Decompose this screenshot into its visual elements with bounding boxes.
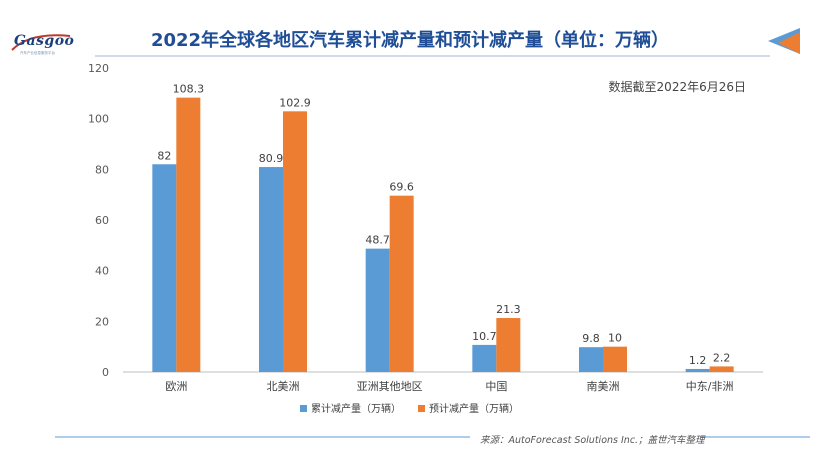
data-label: 10 xyxy=(608,332,622,345)
data-label: 108.3 xyxy=(173,83,205,96)
y-tick-label: 80 xyxy=(95,163,109,176)
bar xyxy=(685,368,710,372)
data-label: 102.9 xyxy=(279,96,311,109)
bar xyxy=(365,248,390,372)
data-label: 9.8 xyxy=(582,332,600,345)
legend-label: 累计减产量（万辆） xyxy=(311,402,401,415)
y-tick-label: 100 xyxy=(88,113,109,126)
data-label: 82 xyxy=(157,149,171,162)
bar xyxy=(259,167,283,372)
data-label: 80.9 xyxy=(259,152,284,165)
bar xyxy=(709,366,734,372)
y-tick-label: 0 xyxy=(102,366,109,379)
x-tick-label: 中国 xyxy=(485,380,507,393)
data-label: 1.2 xyxy=(689,354,707,367)
x-tick-label: 中东/非洲 xyxy=(686,380,734,393)
data-label: 2.2 xyxy=(713,351,731,364)
data-label: 48.7 xyxy=(365,234,390,247)
y-tick-label: 60 xyxy=(95,214,109,227)
bar xyxy=(152,164,177,372)
x-tick-label: 南美洲 xyxy=(587,380,620,393)
legend-swatch xyxy=(300,405,307,412)
bar xyxy=(389,195,414,372)
x-tick-label: 北美洲 xyxy=(267,380,300,393)
bar xyxy=(283,111,307,372)
data-label: 21.3 xyxy=(496,303,521,316)
source-note: 来源：AutoForecast Solutions Inc.；盖世汽车整理 xyxy=(480,435,705,446)
corner-arrow-icon xyxy=(768,28,800,54)
bar xyxy=(603,346,627,372)
legend-swatch xyxy=(418,405,425,412)
chart-title: 2022年全球各地区汽车累计减产量和预计减产量（单位：万辆） xyxy=(150,30,670,51)
bar xyxy=(176,97,201,372)
logo-swoosh-icon xyxy=(11,34,71,51)
x-tick-label: 欧洲 xyxy=(165,380,187,393)
y-tick-label: 20 xyxy=(95,315,109,328)
x-tick-label: 亚洲其他地区 xyxy=(357,380,423,393)
legend-label: 预计减产量（万辆） xyxy=(429,402,519,415)
logo-subtitle: 汽车产业信息服务平台 xyxy=(20,51,55,55)
logo-text: Gasgoo xyxy=(14,33,75,49)
data-cutoff-note: 数据截至2022年6月26日 xyxy=(608,80,746,94)
y-tick-label: 40 xyxy=(95,265,109,278)
data-label: 10.7 xyxy=(472,330,497,343)
data-label: 69.6 xyxy=(389,181,414,194)
bar xyxy=(496,318,521,372)
y-tick-label: 120 xyxy=(88,62,109,75)
bar xyxy=(579,347,603,372)
bar xyxy=(472,344,497,372)
